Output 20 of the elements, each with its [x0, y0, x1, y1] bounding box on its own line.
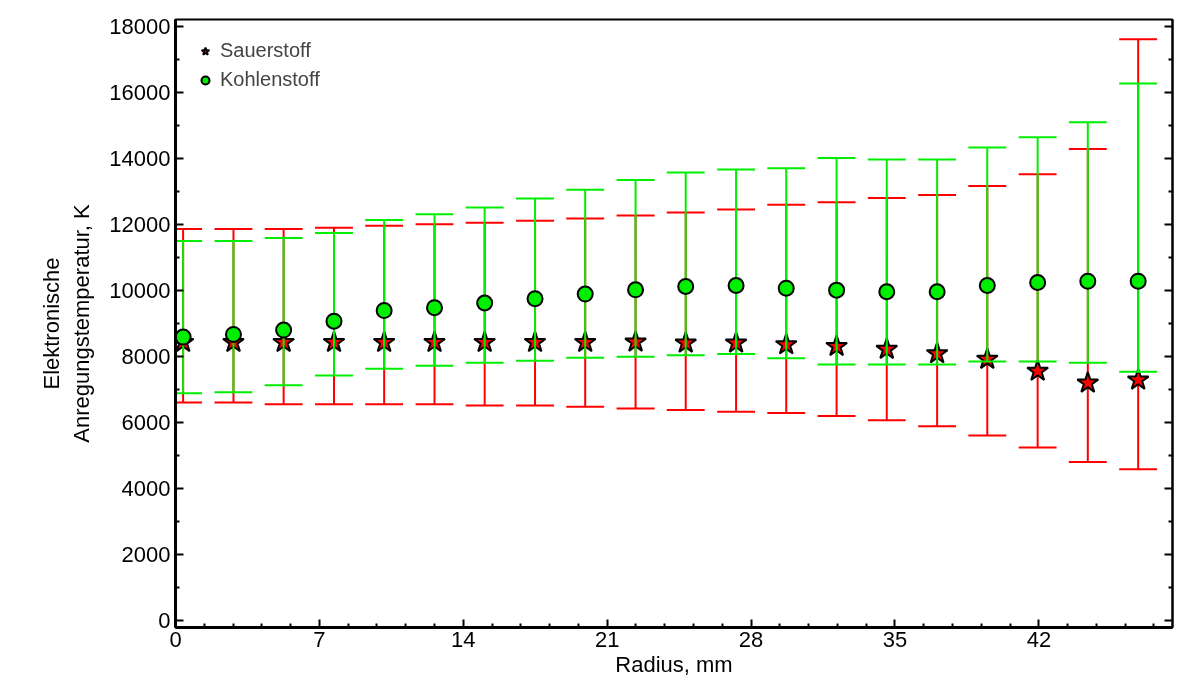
y-tick-label: 0: [158, 608, 171, 634]
x-tick-label: 35: [882, 626, 908, 652]
y-tick-label: 10000: [109, 277, 171, 303]
x-tick-label: 28: [738, 626, 764, 652]
y-tick-label: 16000: [109, 79, 171, 105]
y-tick-label: 18000: [109, 13, 171, 39]
legend-label: Kohlenstoff: [220, 68, 320, 91]
y-tick-label: 2000: [121, 542, 171, 568]
legend-label: Sauerstoff: [220, 39, 311, 62]
y-tick-label: 6000: [121, 410, 171, 436]
x-tick-label: 14: [451, 626, 476, 652]
y-tick-label: 12000: [109, 211, 171, 237]
y-tick-label: 14000: [109, 145, 171, 171]
y-axis-title: Elektronische Anregungstemperatur, K: [39, 203, 95, 443]
x-tick-label: 7: [313, 626, 326, 652]
x-axis-title: Radius, mm: [615, 651, 733, 677]
y-tick-label: 4000: [121, 476, 171, 502]
x-tick-label: 42: [1026, 626, 1052, 652]
x-tick-label: 21: [594, 626, 620, 652]
y-tick-label: 8000: [121, 344, 171, 370]
